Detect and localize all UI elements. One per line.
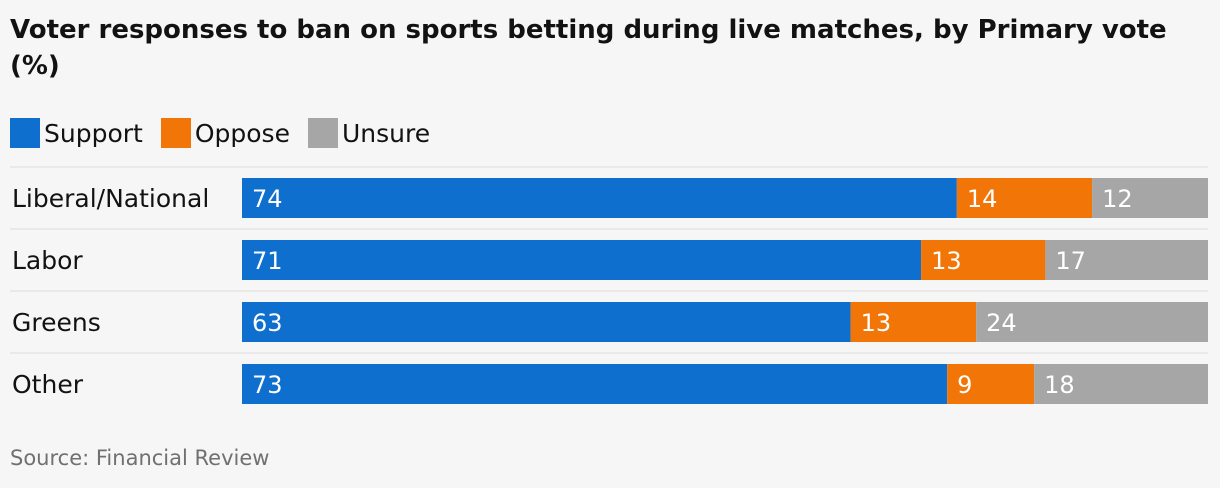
bar-support-labor bbox=[242, 240, 922, 280]
data-label-support-greens: 63 bbox=[252, 309, 283, 337]
bar-unsure-other bbox=[1034, 364, 1208, 404]
legend-item-unsure: Unsure bbox=[307, 118, 431, 148]
bar-support-liberal-national bbox=[242, 178, 957, 218]
data-label-unsure-other: 18 bbox=[1044, 371, 1075, 399]
legend-label-support: Support bbox=[44, 118, 143, 148]
stacked-bar-chart: Liberal/National 74 14 12 Labor 71 13 17 Greens 6… bbox=[10, 166, 1208, 404]
legend-label-oppose: Oppose bbox=[194, 118, 290, 148]
data-label-support-labor: 71 bbox=[252, 247, 283, 275]
bar-oppose-liberal-national bbox=[956, 178, 1093, 218]
bar-oppose-greens bbox=[850, 302, 977, 342]
legend-swatch-unsure bbox=[307, 118, 338, 148]
bar-oppose-other bbox=[947, 364, 1035, 404]
legend-swatch-support bbox=[10, 118, 40, 148]
data-label-unsure-greens: 24 bbox=[986, 309, 1017, 337]
data-label-oppose-greens: 13 bbox=[861, 309, 892, 337]
bar-unsure-liberal-national bbox=[1092, 178, 1208, 218]
bar-unsure-labor bbox=[1045, 240, 1208, 280]
chart-title: Voter responses to ban on sports betting… bbox=[10, 15, 1167, 81]
data-label-unsure-liberal-national: 12 bbox=[1102, 185, 1133, 213]
bar-unsure-greens bbox=[976, 302, 1208, 342]
category-label-greens: Greens bbox=[12, 308, 101, 337]
legend-item-oppose: Oppose bbox=[160, 118, 290, 148]
bar-support-other bbox=[242, 364, 948, 404]
data-label-support-liberal-national: 74 bbox=[252, 185, 283, 213]
bar-oppose-labor bbox=[921, 240, 1046, 280]
chart-legend: Support Oppose Unsure bbox=[10, 116, 448, 150]
data-label-support-other: 73 bbox=[252, 371, 283, 399]
legend-swatch-oppose bbox=[160, 118, 191, 148]
data-label-oppose-liberal-national: 14 bbox=[967, 185, 998, 213]
source-note: Source: Financial Review bbox=[10, 446, 270, 470]
data-label-oppose-other: 9 bbox=[957, 371, 972, 399]
category-label-labor: Labor bbox=[12, 246, 83, 275]
data-label-unsure-labor: 17 bbox=[1055, 247, 1086, 275]
legend-item-support: Support bbox=[10, 118, 143, 148]
category-label-other: Other bbox=[12, 370, 84, 399]
bar-support-greens bbox=[242, 302, 851, 342]
legend-label-unsure: Unsure bbox=[341, 118, 431, 148]
data-label-oppose-labor: 13 bbox=[931, 247, 962, 275]
category-label-liberal-national: Liberal/National bbox=[12, 184, 209, 213]
